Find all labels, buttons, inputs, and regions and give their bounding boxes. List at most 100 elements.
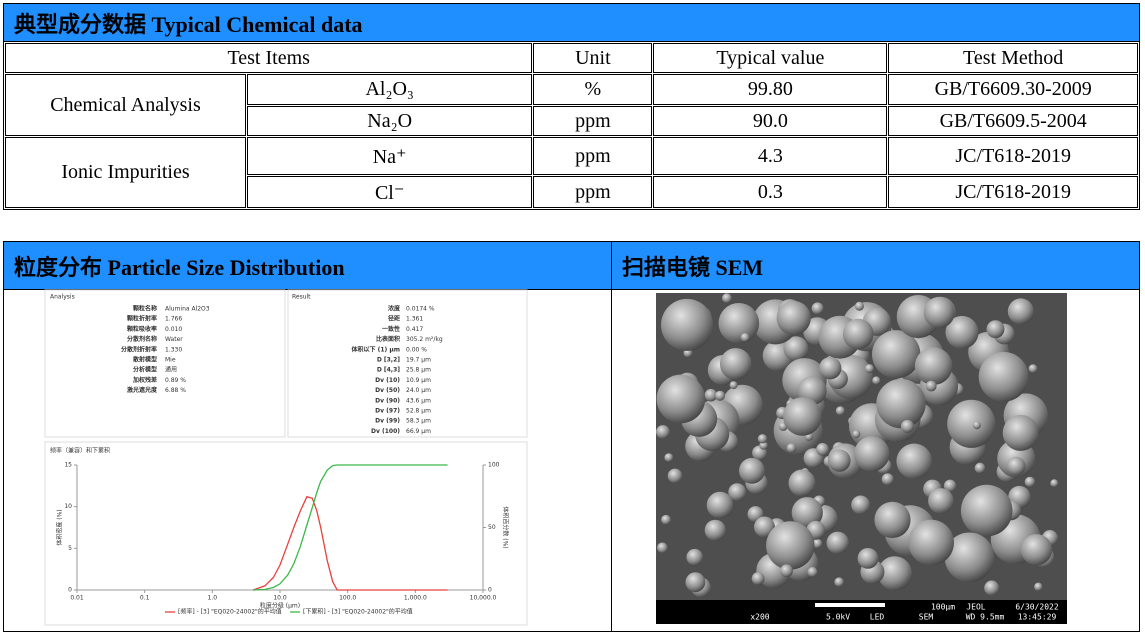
cell: 99.80 bbox=[653, 74, 888, 105]
param-value: 1.361 bbox=[406, 316, 423, 323]
particle bbox=[986, 320, 1005, 339]
particle bbox=[974, 462, 986, 474]
particle bbox=[854, 436, 890, 472]
particle bbox=[661, 514, 671, 525]
cell: 90.0 bbox=[653, 106, 888, 136]
sem-info: 6/30/2022 bbox=[1015, 603, 1059, 612]
cell: Al₂O₃ bbox=[247, 74, 533, 105]
chart-box bbox=[44, 441, 528, 626]
sem-info: JEOL bbox=[966, 603, 985, 612]
particle bbox=[872, 330, 921, 379]
param-label: 激光遮光度 bbox=[127, 386, 158, 394]
particle bbox=[728, 483, 747, 501]
x-axis-label: 粒度分级 (μm) bbox=[260, 602, 300, 610]
particle bbox=[925, 380, 937, 392]
cell: GB/T6609.5-2004 bbox=[888, 106, 1138, 136]
param-value: 305.2 m²/kg bbox=[406, 336, 443, 343]
particle bbox=[851, 495, 870, 515]
param-value: 0.0174 % bbox=[406, 306, 435, 313]
particle bbox=[686, 548, 703, 566]
header-cell: Test Items bbox=[5, 43, 533, 73]
particle bbox=[722, 293, 732, 304]
particle bbox=[1006, 456, 1026, 476]
header-cell: Test Method bbox=[888, 43, 1138, 73]
cell: Na₂O bbox=[247, 106, 533, 136]
particle bbox=[984, 580, 1000, 596]
param-label: 颗粒折射率 bbox=[127, 315, 157, 323]
y2-tick-label: 0 bbox=[488, 587, 492, 594]
cell: 4.3 bbox=[653, 137, 888, 175]
particle bbox=[1024, 476, 1036, 488]
param-label: 分散剂折射率 bbox=[121, 345, 157, 353]
particle bbox=[766, 521, 815, 570]
cell: 0.3 bbox=[653, 176, 888, 208]
param-label: 分散剂名称 bbox=[127, 335, 157, 343]
cell: ppm bbox=[533, 137, 653, 175]
sem-info: 13:45:29 bbox=[1018, 613, 1057, 622]
legend-label: [下累积] - [3] "EQ020-24002"的平均值 bbox=[303, 608, 413, 616]
sem-info: x200 bbox=[750, 613, 769, 622]
param-value: 25.8 μm bbox=[406, 367, 431, 374]
particle bbox=[656, 425, 670, 439]
param-label: 加权残差 bbox=[132, 376, 157, 384]
divider bbox=[611, 289, 612, 632]
param-value: 58.3 μm bbox=[406, 418, 431, 425]
particle bbox=[657, 542, 668, 554]
cell: ppm bbox=[533, 176, 653, 208]
param-value: Mie bbox=[165, 357, 176, 364]
particle bbox=[944, 532, 995, 583]
cell: JC/T618-2019 bbox=[888, 176, 1138, 208]
y-axis-label: 体积密度 (%) bbox=[56, 509, 64, 545]
particle bbox=[811, 302, 824, 315]
particle bbox=[914, 347, 953, 385]
param-label: 径距 bbox=[388, 315, 400, 323]
series-line bbox=[253, 464, 448, 591]
param-label: Dv (90) bbox=[375, 397, 400, 404]
particle bbox=[826, 531, 849, 554]
particle bbox=[740, 333, 750, 342]
param-label: Dv (99) bbox=[375, 418, 400, 425]
particle bbox=[876, 378, 926, 429]
particle bbox=[704, 519, 726, 541]
sem-info: 5.0kV bbox=[826, 613, 850, 622]
x-tick-label: 1.0 bbox=[208, 595, 218, 602]
legend-label: [频率] - [3] "EQ020-24002"的平均值 bbox=[178, 608, 282, 616]
particle bbox=[791, 497, 823, 529]
particle bbox=[780, 564, 793, 578]
y-tick-label: 15 bbox=[64, 462, 72, 469]
particle bbox=[704, 388, 718, 402]
box-title: Analysis bbox=[50, 294, 75, 301]
param-label: D [4,3] bbox=[377, 367, 400, 374]
section-title: 粒度分布 Particle Size Distribution bbox=[3, 241, 612, 290]
param-value: 通用 bbox=[165, 366, 177, 374]
particle bbox=[1028, 364, 1038, 373]
particle bbox=[729, 381, 738, 390]
y-tick-label: 0 bbox=[68, 587, 72, 594]
x-tick-label: 10.0 bbox=[273, 595, 287, 602]
particle bbox=[783, 397, 822, 436]
particle bbox=[786, 443, 797, 453]
particle bbox=[816, 443, 829, 456]
particle bbox=[945, 315, 979, 349]
particle bbox=[819, 357, 842, 380]
param-value: 19.7 μm bbox=[406, 357, 431, 364]
particle bbox=[908, 519, 954, 566]
param-value: 10.9 μm bbox=[406, 377, 431, 384]
particle bbox=[759, 441, 768, 450]
param-value: 6.88 % bbox=[165, 387, 186, 394]
param-value: Water bbox=[165, 336, 183, 343]
particle bbox=[928, 488, 954, 514]
particle bbox=[900, 419, 914, 433]
particle bbox=[751, 572, 765, 585]
y-tick-label: 10 bbox=[64, 503, 72, 510]
box-title: Result bbox=[292, 294, 311, 301]
particle bbox=[923, 297, 955, 328]
param-value: 0.89 % bbox=[165, 377, 186, 384]
section-title: 扫描电镜 SEM bbox=[611, 241, 1140, 290]
param-value: 24.0 μm bbox=[406, 387, 431, 394]
particle bbox=[872, 376, 881, 385]
result-box bbox=[287, 289, 528, 438]
param-value: 0.00 % bbox=[406, 346, 427, 353]
particle bbox=[874, 501, 911, 538]
